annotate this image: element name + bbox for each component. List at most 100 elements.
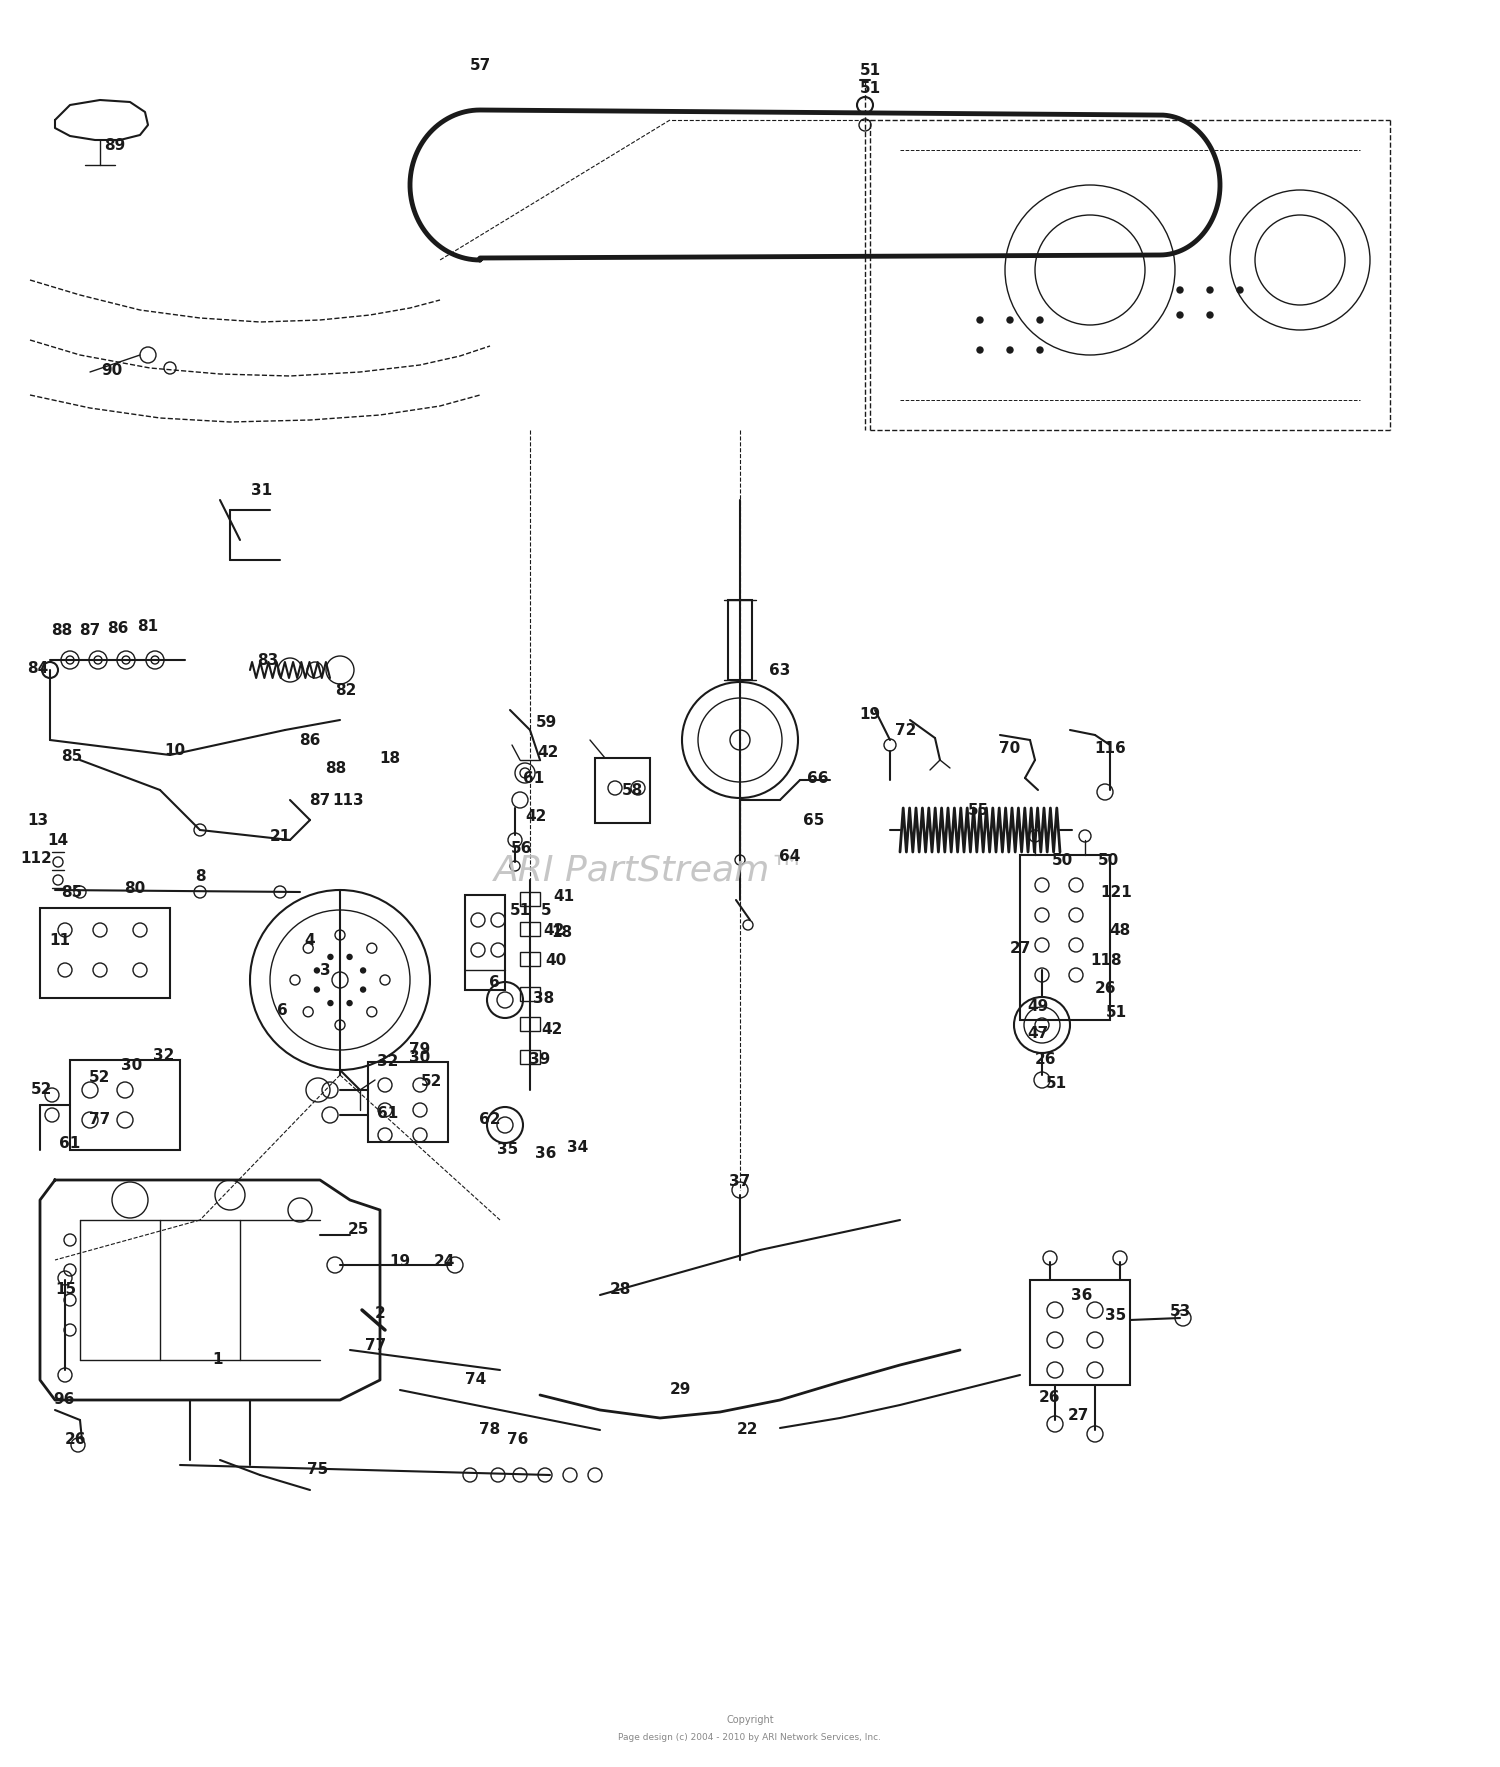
Text: 22: 22	[738, 1422, 759, 1438]
Text: Page design (c) 2004 - 2010 by ARI Network Services, Inc.: Page design (c) 2004 - 2010 by ARI Netwo…	[618, 1733, 882, 1742]
Text: 6: 6	[489, 974, 500, 990]
Text: 77: 77	[366, 1338, 387, 1354]
Text: 26: 26	[1095, 981, 1116, 995]
Text: 32: 32	[153, 1048, 174, 1064]
Text: 56: 56	[512, 841, 532, 855]
Text: 79: 79	[410, 1043, 430, 1057]
Circle shape	[346, 954, 352, 959]
Text: 87: 87	[80, 622, 100, 638]
Text: 18: 18	[380, 751, 400, 765]
Text: 51: 51	[1046, 1076, 1066, 1092]
Text: 26: 26	[66, 1433, 87, 1447]
Text: 1: 1	[213, 1352, 223, 1368]
Text: 8: 8	[195, 869, 206, 884]
Bar	[1030, 1279, 1130, 1385]
Bar	[40, 908, 170, 998]
Text: ARI PartStream™: ARI PartStream™	[494, 853, 807, 887]
Text: 61: 61	[524, 770, 544, 786]
Text: 27: 27	[1010, 940, 1031, 956]
Text: 96: 96	[54, 1392, 75, 1408]
Text: 27: 27	[1068, 1408, 1089, 1424]
Text: 112: 112	[20, 850, 53, 866]
Circle shape	[976, 316, 982, 323]
Text: 40: 40	[546, 952, 567, 968]
Text: 63: 63	[770, 663, 790, 677]
Circle shape	[1007, 346, 1013, 353]
Circle shape	[346, 1000, 352, 1005]
Bar	[728, 601, 752, 680]
Text: 42: 42	[542, 1023, 562, 1037]
Bar	[70, 1060, 180, 1150]
Circle shape	[360, 968, 366, 974]
Text: 10: 10	[165, 742, 186, 758]
Text: 24: 24	[433, 1255, 454, 1269]
Text: 75: 75	[308, 1463, 328, 1477]
Circle shape	[328, 954, 333, 959]
Text: 55: 55	[968, 802, 988, 818]
Text: 66: 66	[807, 770, 828, 786]
Text: 37: 37	[729, 1175, 750, 1189]
Bar	[596, 758, 650, 823]
Text: 4: 4	[304, 933, 315, 947]
Text: 19: 19	[390, 1255, 411, 1269]
Text: 50: 50	[1052, 852, 1072, 868]
Text: 41: 41	[554, 889, 574, 903]
Text: 89: 89	[105, 138, 126, 152]
Text: 3: 3	[320, 963, 330, 977]
Circle shape	[1238, 286, 1244, 293]
Text: 113: 113	[332, 793, 364, 808]
Text: 82: 82	[336, 682, 357, 698]
Text: 52: 52	[422, 1074, 442, 1090]
Text: 61: 61	[378, 1106, 399, 1122]
Text: 39: 39	[530, 1053, 550, 1067]
Text: 58: 58	[621, 783, 642, 797]
Text: 86: 86	[108, 620, 129, 636]
Text: 13: 13	[27, 813, 48, 827]
Text: 86: 86	[300, 733, 321, 747]
Text: 61: 61	[60, 1136, 81, 1152]
Bar	[520, 1018, 540, 1030]
Text: 14: 14	[48, 832, 69, 848]
Bar	[520, 988, 540, 1000]
Bar	[520, 922, 540, 937]
Circle shape	[1036, 316, 1042, 323]
Text: 50: 50	[1098, 852, 1119, 868]
Text: 42: 42	[525, 809, 546, 823]
Bar	[520, 892, 540, 906]
Text: 87: 87	[309, 793, 330, 808]
Text: 88: 88	[51, 622, 72, 638]
Text: 80: 80	[124, 880, 146, 896]
Circle shape	[976, 346, 982, 353]
Text: 88: 88	[326, 760, 346, 776]
Text: 26: 26	[1035, 1053, 1056, 1067]
Text: 85: 85	[62, 885, 82, 899]
Bar	[520, 1050, 540, 1064]
Text: 26: 26	[1040, 1391, 1060, 1405]
Text: 81: 81	[138, 618, 159, 634]
Text: 84: 84	[27, 661, 48, 675]
Text: 76: 76	[507, 1433, 528, 1447]
Text: 65: 65	[804, 813, 825, 827]
Text: 35: 35	[498, 1143, 519, 1157]
Text: 15: 15	[56, 1283, 76, 1297]
Text: 72: 72	[896, 723, 916, 737]
Text: 30: 30	[410, 1051, 430, 1066]
Text: 90: 90	[102, 362, 123, 378]
Text: 48: 48	[1110, 922, 1131, 938]
Text: 25: 25	[348, 1223, 369, 1237]
Text: 31: 31	[252, 482, 273, 498]
Text: 116: 116	[1094, 740, 1126, 756]
Text: 30: 30	[122, 1058, 142, 1074]
Text: 52: 52	[90, 1071, 111, 1085]
Text: 5: 5	[540, 903, 552, 917]
Text: 53: 53	[1170, 1304, 1191, 1320]
Circle shape	[1178, 313, 1184, 318]
Text: 59: 59	[536, 714, 556, 730]
Text: 11: 11	[50, 933, 70, 947]
Circle shape	[328, 1000, 333, 1005]
Text: 29: 29	[669, 1382, 690, 1398]
Text: 51: 51	[859, 81, 880, 95]
Bar	[1020, 855, 1110, 1020]
Bar	[465, 896, 506, 990]
Text: 52: 52	[32, 1083, 53, 1097]
